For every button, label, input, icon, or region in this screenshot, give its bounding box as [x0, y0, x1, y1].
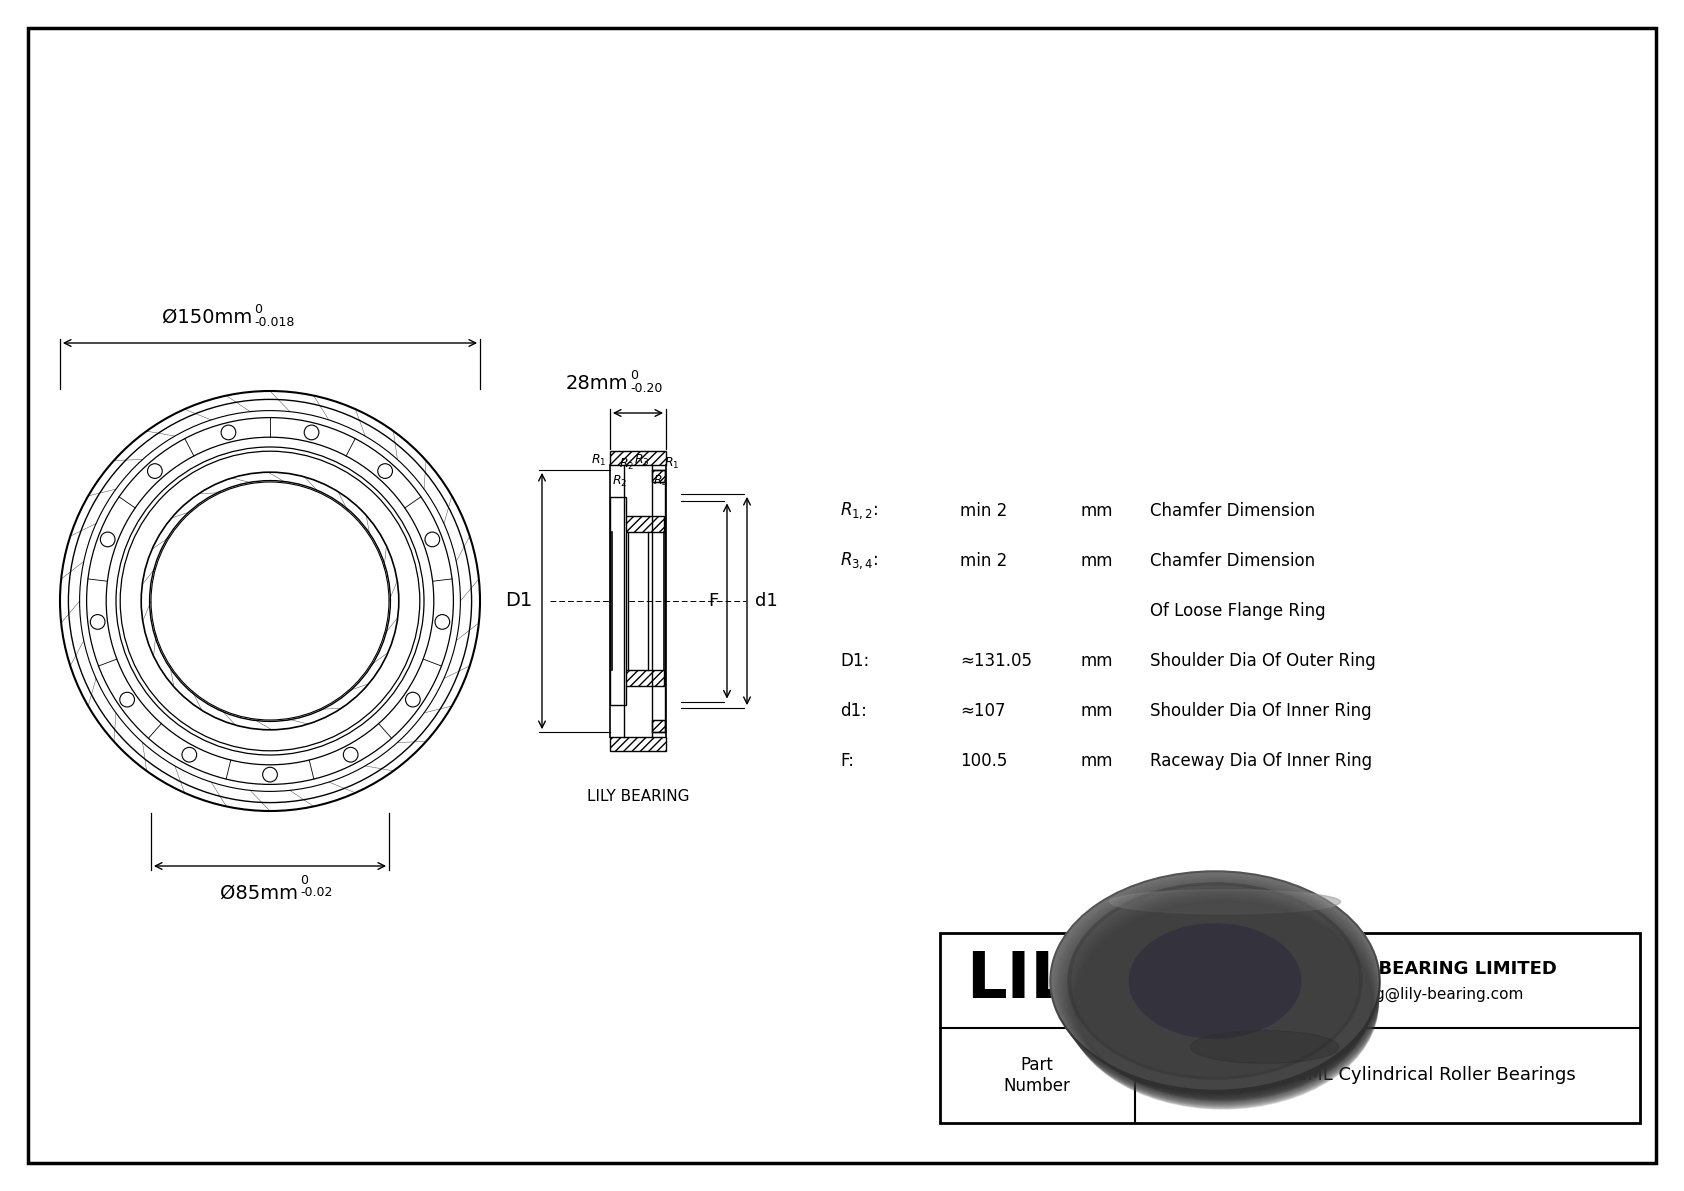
Bar — [652, 470, 665, 482]
Ellipse shape — [1059, 888, 1379, 1102]
Ellipse shape — [1058, 885, 1379, 1099]
Ellipse shape — [1076, 902, 1371, 1102]
Ellipse shape — [1066, 897, 1378, 1108]
Ellipse shape — [1051, 871, 1379, 1091]
Text: mm: mm — [1079, 551, 1113, 570]
Ellipse shape — [1061, 884, 1376, 1096]
Text: LILY BEARING: LILY BEARING — [586, 788, 689, 804]
Text: SHANGHAI LILY BEARING LIMITED: SHANGHAI LILY BEARING LIMITED — [1219, 960, 1556, 978]
Text: D1: D1 — [505, 592, 532, 611]
Ellipse shape — [1051, 873, 1379, 1092]
Ellipse shape — [1064, 896, 1379, 1106]
Ellipse shape — [1051, 871, 1379, 1091]
Ellipse shape — [1063, 885, 1376, 1096]
Text: Raceway Dia Of Inner Ring: Raceway Dia Of Inner Ring — [1150, 752, 1372, 771]
Ellipse shape — [1130, 924, 1300, 1039]
Ellipse shape — [1071, 896, 1372, 1099]
Text: $R_4$: $R_4$ — [653, 474, 669, 490]
Ellipse shape — [1068, 900, 1378, 1109]
Text: $R_1$: $R_1$ — [591, 453, 606, 468]
Text: F:: F: — [840, 752, 854, 771]
Text: mm: mm — [1079, 752, 1113, 771]
Text: Ø85mm: Ø85mm — [221, 884, 298, 903]
Text: 100.5: 100.5 — [960, 752, 1007, 771]
Ellipse shape — [1056, 881, 1379, 1098]
Text: min 2: min 2 — [960, 551, 1007, 570]
Text: Shoulder Dia Of Inner Ring: Shoulder Dia Of Inner Ring — [1150, 701, 1372, 721]
Ellipse shape — [1052, 875, 1379, 1093]
Text: F: F — [709, 592, 719, 610]
Text: d1: d1 — [754, 592, 778, 610]
Ellipse shape — [1066, 891, 1374, 1098]
Text: D1:: D1: — [840, 651, 869, 671]
Text: min 2: min 2 — [960, 501, 1007, 520]
Ellipse shape — [1054, 879, 1379, 1096]
Text: Chamfer Dimension: Chamfer Dimension — [1150, 501, 1315, 520]
Text: NUP 217 ECML Cylindrical Roller Bearings: NUP 217 ECML Cylindrical Roller Bearings — [1199, 1066, 1575, 1085]
Ellipse shape — [1059, 881, 1378, 1095]
Text: Shoulder Dia Of Outer Ring: Shoulder Dia Of Outer Ring — [1150, 651, 1376, 671]
Text: 0: 0 — [630, 369, 638, 382]
Ellipse shape — [1068, 883, 1362, 1079]
Bar — [610, 737, 665, 752]
Text: mm: mm — [1079, 651, 1113, 671]
Text: Part
Number: Part Number — [1004, 1056, 1071, 1095]
Ellipse shape — [1073, 898, 1372, 1100]
Text: -0.018: -0.018 — [254, 316, 295, 329]
Ellipse shape — [1191, 1030, 1339, 1064]
Bar — [611, 671, 663, 686]
Ellipse shape — [1054, 878, 1379, 1095]
Text: 0: 0 — [254, 303, 263, 316]
Text: -0.02: -0.02 — [300, 886, 332, 899]
Text: $R_2$: $R_2$ — [618, 457, 633, 472]
Text: $R_{3,4}$:: $R_{3,4}$: — [840, 550, 879, 572]
Ellipse shape — [1052, 874, 1379, 1092]
Ellipse shape — [1052, 873, 1378, 1089]
Text: $R_1$: $R_1$ — [663, 456, 679, 472]
Bar — [940, 933, 1640, 1123]
Ellipse shape — [1052, 874, 1379, 1093]
Ellipse shape — [1064, 888, 1376, 1097]
Ellipse shape — [1069, 894, 1374, 1099]
Ellipse shape — [1064, 894, 1379, 1105]
Ellipse shape — [1058, 884, 1379, 1098]
Text: 0: 0 — [300, 874, 308, 887]
Ellipse shape — [1068, 892, 1374, 1098]
Text: mm: mm — [1079, 701, 1113, 721]
Ellipse shape — [1110, 890, 1340, 913]
Ellipse shape — [1059, 886, 1379, 1100]
Bar — [652, 721, 665, 732]
Ellipse shape — [1058, 880, 1378, 1095]
Ellipse shape — [1074, 899, 1372, 1100]
Ellipse shape — [1064, 887, 1376, 1097]
Text: 28mm: 28mm — [566, 374, 628, 393]
Ellipse shape — [1063, 893, 1379, 1104]
Ellipse shape — [1056, 878, 1378, 1093]
Bar — [610, 497, 626, 705]
Text: ≈131.05: ≈131.05 — [960, 651, 1032, 671]
Text: d1:: d1: — [840, 701, 867, 721]
Ellipse shape — [1054, 877, 1379, 1093]
Text: Email: lilybearing@lily-bearing.com: Email: lilybearing@lily-bearing.com — [1251, 987, 1524, 1002]
Text: $R_2$: $R_2$ — [611, 474, 628, 490]
Text: mm: mm — [1079, 501, 1113, 520]
Ellipse shape — [1066, 899, 1378, 1108]
Text: Of Loose Flange Ring: Of Loose Flange Ring — [1150, 601, 1325, 621]
Ellipse shape — [1061, 890, 1379, 1103]
Text: LILY: LILY — [967, 949, 1108, 1011]
Ellipse shape — [1061, 891, 1379, 1103]
Text: $R_{1,2}$:: $R_{1,2}$: — [840, 500, 879, 522]
Bar — [610, 451, 665, 464]
Ellipse shape — [1051, 873, 1379, 1092]
Text: -0.20: -0.20 — [630, 382, 662, 395]
Text: Chamfer Dimension: Chamfer Dimension — [1150, 551, 1315, 570]
Ellipse shape — [1073, 886, 1357, 1075]
Ellipse shape — [1056, 880, 1379, 1097]
Text: ®: ® — [1111, 946, 1128, 964]
Text: Ø150mm: Ø150mm — [162, 308, 253, 328]
Text: $R_3$: $R_3$ — [635, 453, 650, 468]
Bar — [611, 516, 663, 532]
Text: ≈107: ≈107 — [960, 701, 1005, 721]
